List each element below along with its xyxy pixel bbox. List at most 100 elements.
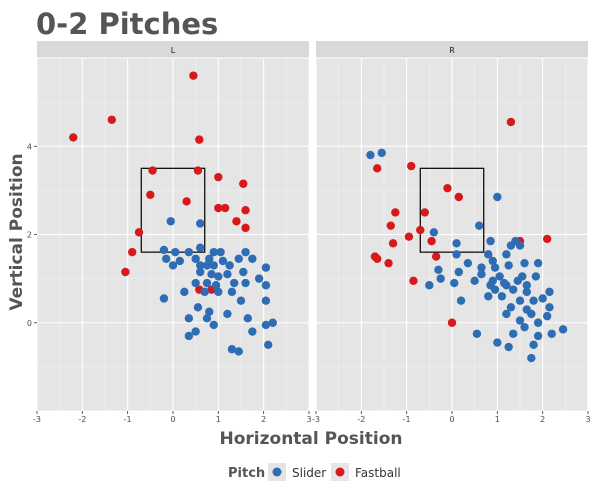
point-slider	[196, 243, 205, 252]
point-slider	[254, 274, 264, 283]
point-fastball	[420, 208, 429, 217]
x-tick-label: 3	[585, 415, 590, 424]
x-tick-label: 1	[216, 415, 221, 424]
point-slider	[504, 342, 513, 352]
point-slider	[484, 292, 493, 301]
point-slider	[234, 347, 243, 356]
point-slider	[159, 245, 169, 255]
point-slider	[490, 285, 500, 294]
point-fastball	[121, 267, 130, 277]
x-tick-label: 1	[495, 415, 500, 424]
point-slider	[230, 278, 239, 288]
point-slider	[502, 309, 511, 319]
point-slider	[214, 287, 223, 297]
point-slider	[454, 267, 463, 277]
point-slider	[533, 331, 543, 341]
point-fastball	[409, 276, 418, 286]
point-slider	[268, 318, 277, 327]
point-fastball	[384, 258, 393, 268]
point-fastball	[454, 192, 463, 202]
panel-r: R -3 -2 -1 0 1 2 3	[312, 41, 591, 424]
chart-title: 0-2 Pitches	[36, 7, 218, 41]
series-slider	[159, 217, 277, 356]
point-slider	[515, 316, 525, 325]
legend-title: Pitch	[228, 466, 265, 481]
point-slider	[211, 281, 221, 290]
point-slider	[506, 303, 516, 312]
point-slider	[241, 278, 250, 288]
point-slider	[209, 261, 218, 270]
point-fastball	[214, 172, 223, 182]
strip	[37, 41, 309, 58]
point-fastball	[386, 221, 395, 230]
point-fastball	[134, 228, 144, 237]
point-slider	[236, 296, 246, 305]
point-slider	[429, 228, 439, 237]
point-slider	[515, 241, 525, 250]
point-slider	[225, 261, 234, 270]
point-slider	[515, 296, 525, 305]
point-fastball	[543, 234, 552, 244]
point-fastball	[416, 225, 425, 235]
x-tick-label: 2	[540, 415, 545, 424]
point-slider	[504, 261, 513, 270]
point-slider	[205, 307, 214, 316]
point-slider	[493, 192, 502, 202]
point-fastball	[214, 203, 223, 213]
x-tick-label: 0	[449, 415, 454, 424]
legend-slider-label: Slider	[292, 466, 326, 480]
point-slider	[520, 258, 529, 268]
point-slider	[493, 338, 502, 347]
point-slider	[452, 239, 461, 248]
point-fastball	[241, 206, 250, 215]
point-slider	[166, 217, 175, 226]
y-axis-title: Vertical Position	[7, 153, 27, 310]
point-slider	[261, 296, 271, 305]
legend-fastball-swatch	[335, 467, 345, 477]
point-fastball	[447, 318, 457, 327]
point-slider	[168, 261, 178, 270]
point-fastball	[193, 166, 203, 175]
legend: Pitch Slider Fastball	[228, 463, 401, 481]
point-slider	[207, 270, 216, 279]
point-fastball	[195, 135, 204, 144]
point-slider	[502, 250, 511, 259]
point-slider	[241, 247, 250, 257]
point-fastball	[373, 254, 382, 263]
point-slider	[522, 287, 531, 297]
y-tick-label: 2	[27, 231, 32, 240]
point-fastball	[391, 208, 400, 217]
x-tick-label: -3	[312, 415, 320, 424]
point-fastball	[69, 133, 78, 142]
panels: L -3 -2 -1 0 1 2 3 0 2 4 R -3 -2 -1 0 1 2 3	[27, 41, 591, 424]
point-slider	[159, 294, 169, 303]
point-slider	[472, 329, 482, 338]
point-fastball	[220, 203, 230, 213]
point-slider	[261, 320, 271, 330]
x-tick-label: -1	[124, 415, 132, 424]
point-slider	[239, 267, 248, 277]
point-slider	[545, 303, 554, 312]
point-fastball	[443, 183, 452, 193]
point-fastball	[232, 217, 241, 226]
point-slider	[477, 270, 486, 279]
point-slider	[227, 287, 237, 297]
point-slider	[495, 272, 504, 281]
y-tick-label: 4	[27, 142, 32, 151]
point-fastball	[431, 252, 441, 261]
point-slider	[261, 281, 271, 290]
point-slider	[193, 303, 203, 312]
point-slider	[184, 247, 194, 257]
point-fastball	[182, 197, 191, 206]
series-slider	[366, 148, 568, 363]
point-slider	[175, 256, 184, 266]
point-slider	[452, 250, 461, 259]
strip	[316, 41, 588, 58]
point-fastball	[373, 164, 382, 173]
x-tick-label: -2	[357, 415, 365, 424]
point-slider	[218, 256, 228, 266]
point-slider	[513, 276, 522, 286]
point-slider	[191, 327, 200, 336]
x-tick-label: -3	[33, 415, 41, 424]
